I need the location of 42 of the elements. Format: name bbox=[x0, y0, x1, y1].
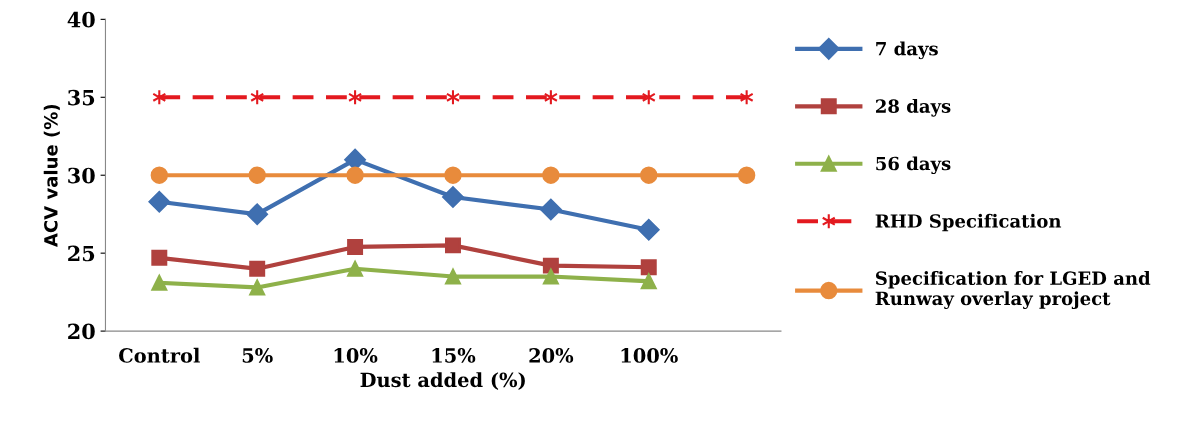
point bbox=[444, 237, 461, 254]
point bbox=[246, 203, 269, 226]
legend-label: Specification for LGED and Runway overlay project bbox=[875, 271, 1151, 309]
point bbox=[442, 186, 464, 208]
point bbox=[151, 274, 168, 291]
point bbox=[637, 218, 660, 241]
point bbox=[347, 238, 364, 255]
x-tick-label: 15% bbox=[432, 348, 476, 363]
legend-label: 56 days bbox=[876, 156, 951, 175]
point bbox=[542, 257, 559, 274]
point bbox=[737, 166, 756, 184]
y-tick-label: 30 bbox=[68, 167, 95, 184]
y-tick-label: 25 bbox=[68, 245, 95, 262]
point bbox=[640, 166, 658, 184]
point bbox=[148, 190, 171, 213]
point bbox=[444, 268, 461, 285]
x-tick-label: Control bbox=[119, 347, 200, 363]
y-axis-title: ACV value (%) bbox=[43, 104, 60, 247]
y-tick-label: 20 bbox=[68, 323, 95, 340]
point bbox=[249, 260, 266, 277]
x-tick-label: 100% bbox=[621, 348, 678, 363]
point bbox=[150, 166, 168, 184]
point bbox=[542, 166, 560, 184]
y-tick-label: 40 bbox=[67, 11, 95, 28]
x-tick-label: 20% bbox=[529, 348, 574, 363]
y-tick-label: 35 bbox=[68, 89, 95, 106]
x-tick-label: 5% bbox=[242, 348, 273, 363]
point bbox=[248, 166, 266, 184]
point bbox=[249, 279, 266, 296]
legend-label: RHD Specification bbox=[875, 213, 1062, 232]
x-tick-label: 10% bbox=[334, 348, 378, 363]
point bbox=[346, 166, 364, 184]
point bbox=[151, 249, 168, 266]
point bbox=[540, 198, 562, 221]
point bbox=[347, 260, 364, 277]
legend-label: 28 days bbox=[876, 98, 951, 117]
x-axis-title: Dust added (%) bbox=[360, 372, 525, 390]
point bbox=[542, 268, 559, 285]
point bbox=[640, 273, 657, 290]
point bbox=[444, 166, 462, 184]
legend-label: 7 days bbox=[876, 41, 938, 60]
point bbox=[640, 259, 657, 276]
